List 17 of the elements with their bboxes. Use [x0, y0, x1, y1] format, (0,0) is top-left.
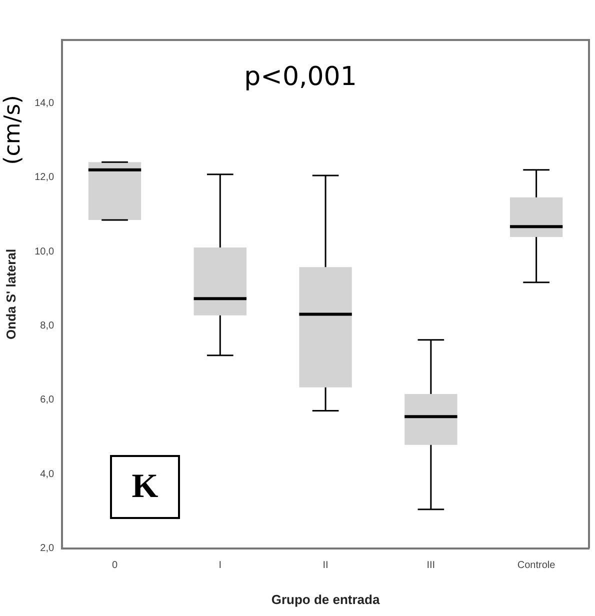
- x-tick-label: Controle: [517, 560, 556, 572]
- x-tick-label: I: [218, 560, 222, 572]
- x-axis-title: Grupo de entrada: [271, 592, 380, 607]
- x-tick-label: 0: [112, 560, 118, 572]
- text: (cm/s): [0, 95, 26, 165]
- x-tick-label: III: [426, 560, 436, 572]
- y-tick-label: 12,0: [34, 172, 54, 184]
- annotation: p<0,001: [244, 62, 357, 92]
- y-tick-label: 6,0: [40, 394, 54, 406]
- annotation: K: [110, 455, 180, 519]
- y-tick-label: 2,0: [40, 543, 54, 554]
- y-axis-title: Onda S' lateral: [3, 248, 18, 340]
- x-tick-label: II: [322, 560, 328, 572]
- y-tick-label: 10,0: [34, 246, 54, 258]
- y-tick-label: 4,0: [40, 468, 54, 480]
- y-tick-label: 14,0: [34, 98, 54, 109]
- y-tick-label: 8,0: [40, 320, 54, 332]
